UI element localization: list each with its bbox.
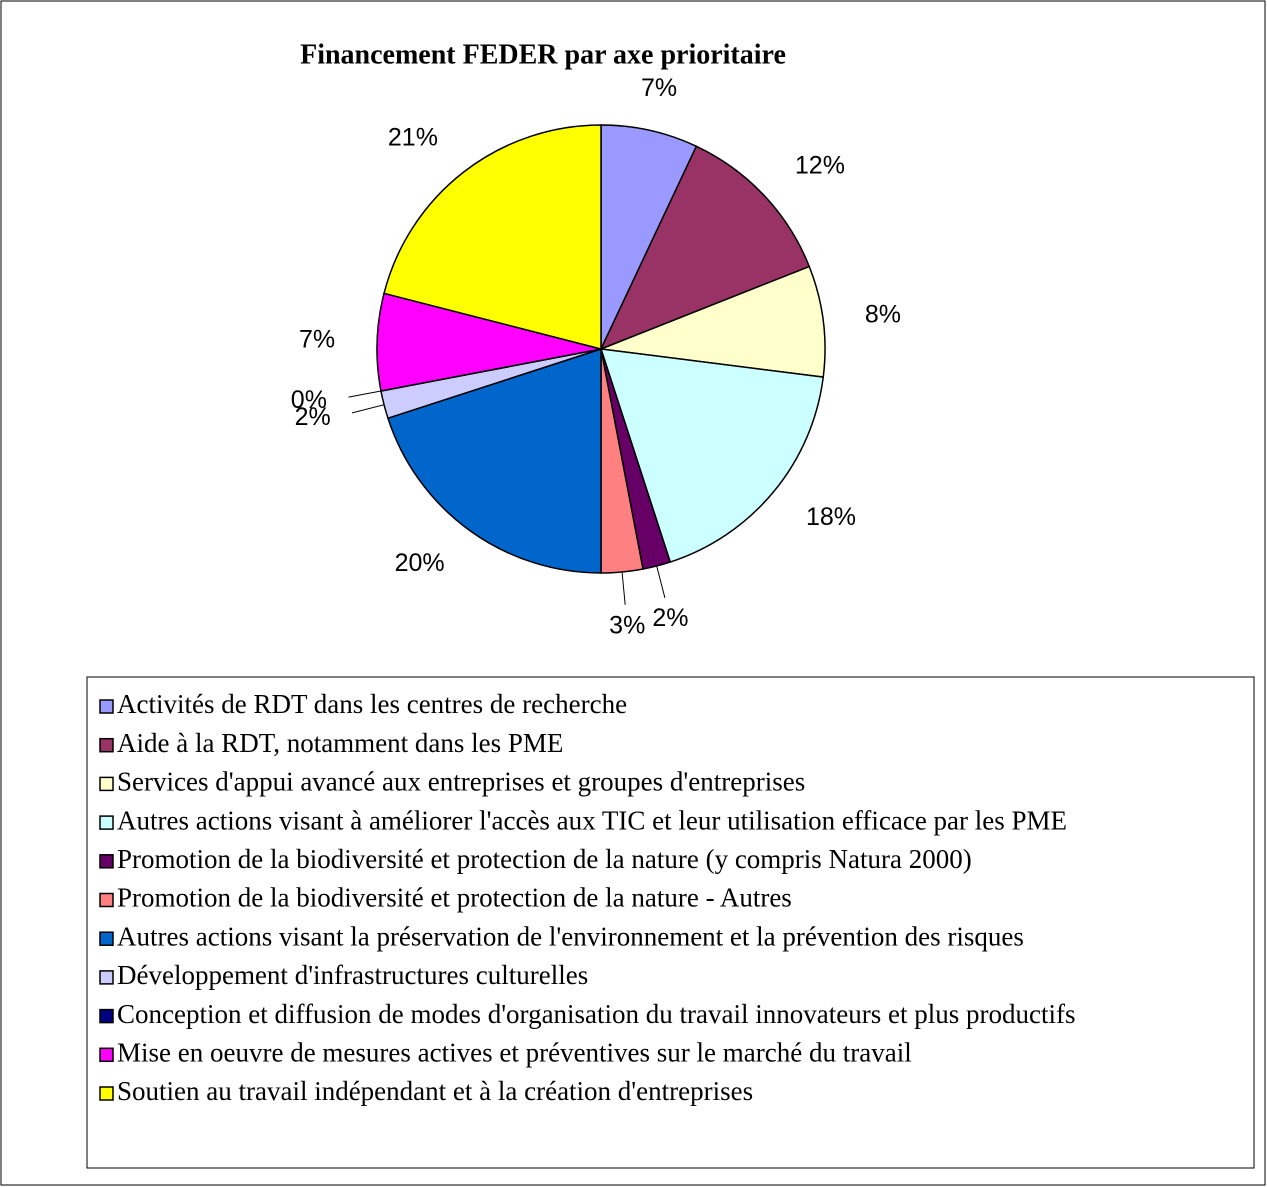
legend-swatch xyxy=(99,737,114,753)
legend-box xyxy=(86,676,1255,1169)
legend-label: Promotion de la biodiversité et protecti… xyxy=(117,883,792,913)
legend-label: Conception et diffusion de modes d'organ… xyxy=(117,999,1075,1029)
legend-label: Autres actions visant à améliorer l'accè… xyxy=(117,805,1067,835)
legend-swatch xyxy=(99,931,114,946)
pie-slice xyxy=(599,348,825,563)
data-label: 2% xyxy=(295,403,331,431)
data-label: 0% xyxy=(291,386,327,414)
legend-label: Aide à la RDT, notamment dans les PME xyxy=(117,728,563,758)
pie-slice xyxy=(600,265,826,378)
legend-swatch xyxy=(99,970,114,985)
chart-title: Financement FEDER par axe prioritaire xyxy=(300,39,786,70)
data-label: 3% xyxy=(609,611,645,639)
legend-label: Développement d'infrastructures culturel… xyxy=(117,960,588,990)
data-label: 7% xyxy=(299,325,335,353)
data-label: 2% xyxy=(652,604,688,632)
legend-swatch xyxy=(99,699,114,714)
leader-line xyxy=(621,571,626,605)
leader-line xyxy=(351,404,385,414)
legend-label: Activités de RDT dans les centres de rec… xyxy=(117,689,627,719)
data-label: 8% xyxy=(865,300,901,328)
legend-label: Mise en oeuvre de mesures actives et pré… xyxy=(117,1038,912,1068)
legend-swatch xyxy=(99,815,114,830)
legend-swatch xyxy=(99,892,114,908)
legend-label: Autres actions visant la préservation de… xyxy=(117,921,1024,951)
leader-line xyxy=(656,565,666,599)
data-label: 12% xyxy=(795,152,845,180)
pie-slice xyxy=(383,124,602,350)
data-label: 20% xyxy=(395,549,445,577)
legend-swatch xyxy=(99,1086,114,1101)
data-label: 21% xyxy=(388,123,438,151)
legend-label: Soutien au travail indépendant et à la c… xyxy=(117,1076,753,1106)
legend-label: Promotion de la biodiversité et protecti… xyxy=(117,844,972,874)
legend-label: Services d'appui avancé aux entreprises … xyxy=(117,767,805,797)
pie-slice xyxy=(599,145,811,351)
pie-slice xyxy=(387,347,602,574)
legend-swatch xyxy=(99,1047,114,1063)
legend-swatch xyxy=(99,776,114,792)
legend-swatch xyxy=(99,1008,114,1024)
data-label: 18% xyxy=(806,503,856,531)
leader-line xyxy=(348,390,382,398)
legend-swatch xyxy=(99,854,114,869)
data-label: 7% xyxy=(641,74,677,102)
